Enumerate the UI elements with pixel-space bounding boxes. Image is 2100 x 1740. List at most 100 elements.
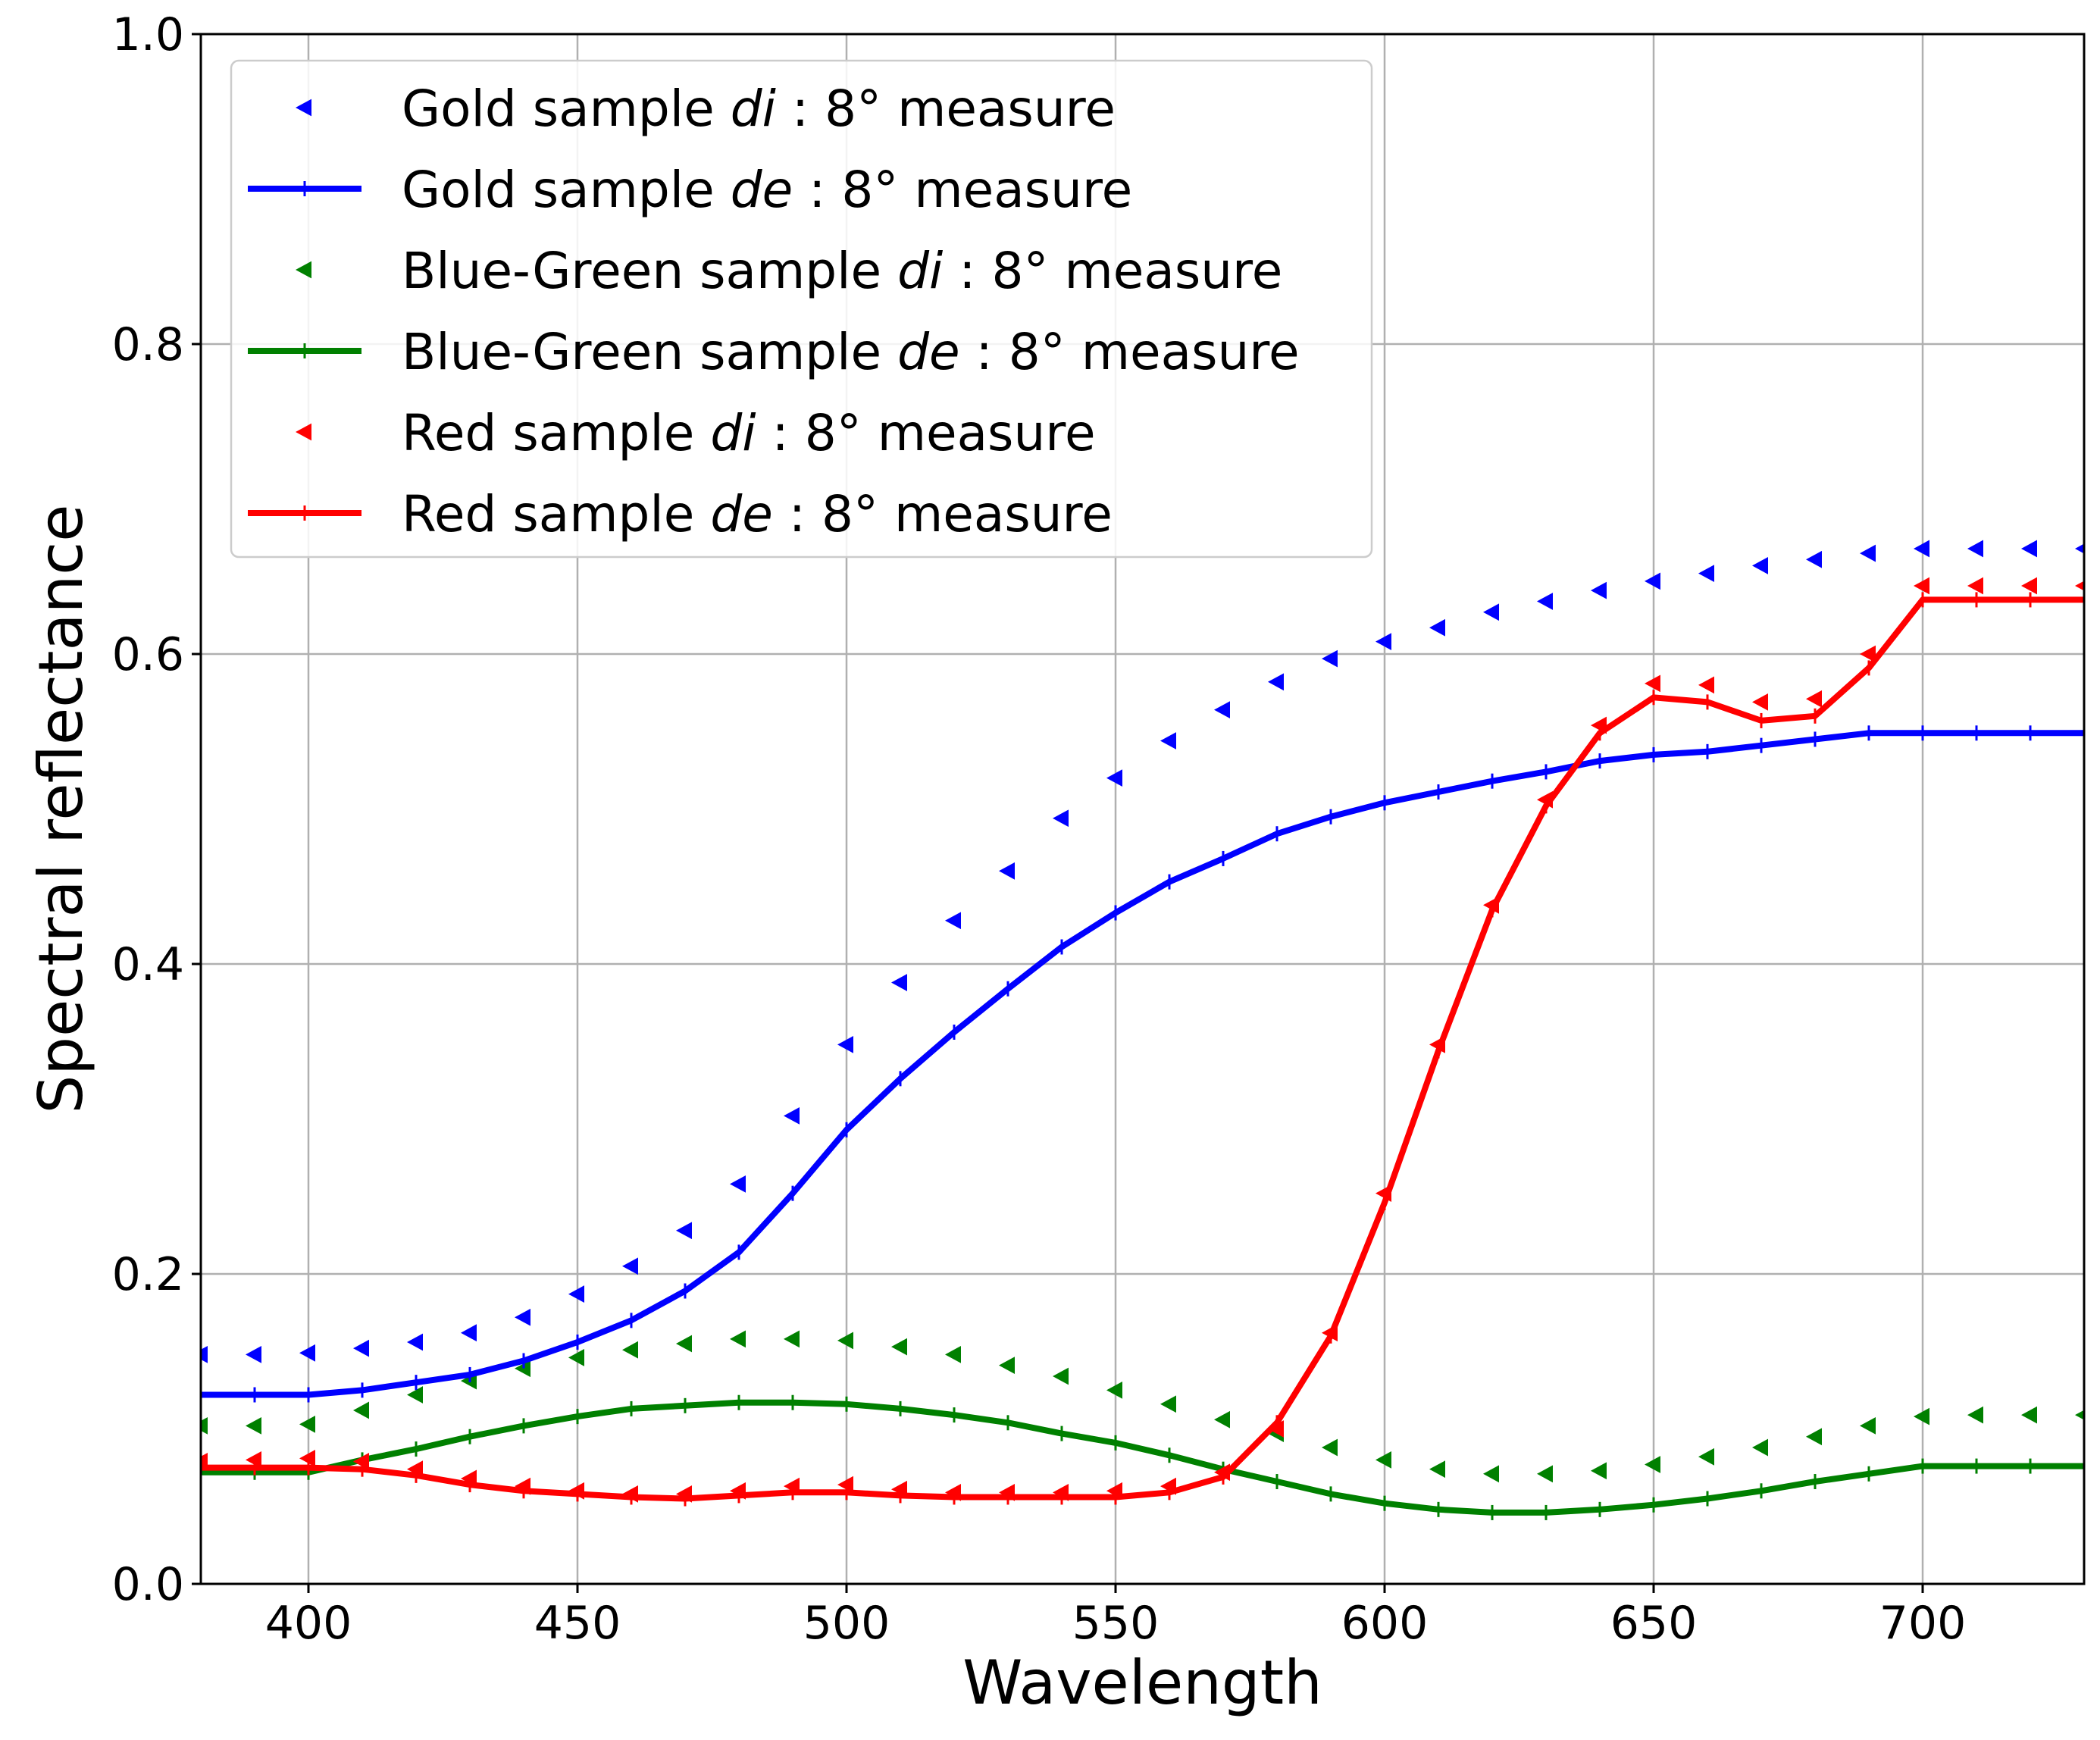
data-point — [1537, 593, 1553, 610]
data-point — [891, 974, 907, 991]
legend-label: Gold sample di : 8° measure — [402, 80, 1116, 138]
data-point — [730, 1330, 746, 1348]
data-point — [891, 1338, 907, 1356]
data-point — [622, 1341, 638, 1359]
legend-label: Blue-Green sample di : 8° measure — [402, 242, 1282, 300]
legend-label-part: de — [897, 323, 960, 381]
x-tick-label: 650 — [1610, 1597, 1698, 1650]
data-point — [201, 1345, 208, 1363]
data-point — [1860, 1417, 1876, 1435]
plot-frame — [199, 33, 2086, 1585]
legend-label: Blue-Green sample de : 8° measure — [402, 323, 1300, 381]
data-point — [1375, 1185, 1391, 1203]
data-point — [1160, 732, 1176, 750]
data-point — [1429, 1460, 1445, 1479]
data-point — [1429, 1035, 1445, 1053]
data-point — [1429, 618, 1445, 637]
data-point — [1967, 1406, 1983, 1424]
legend-label-part: : 8° measure — [756, 404, 1096, 462]
data-point — [2075, 1410, 2084, 1420]
data-point — [1914, 577, 1929, 595]
legend-label-part: : 8° measure — [793, 161, 1132, 219]
data-point — [299, 1449, 315, 1467]
legend-label-part: : 8° measure — [943, 242, 1282, 300]
data-point — [1806, 550, 1822, 568]
data-point — [945, 912, 961, 930]
data-point — [837, 1035, 853, 1053]
x-tick-label: 500 — [803, 1597, 890, 1650]
data-point — [1483, 603, 1499, 621]
data-point — [1537, 790, 1553, 809]
series-1 — [201, 725, 2084, 1403]
legend-label-part: de — [731, 161, 793, 219]
data-point — [353, 1339, 369, 1357]
data-point — [622, 1257, 638, 1275]
data-point — [2021, 540, 2037, 558]
series-line — [201, 730, 2084, 1398]
data-point — [246, 1451, 261, 1469]
legend-label: Gold sample de : 8° measure — [402, 161, 1132, 219]
legend-marker — [296, 423, 311, 441]
data-point — [1375, 633, 1391, 651]
data-point — [1860, 544, 1876, 562]
legend-label-part: di — [731, 80, 777, 138]
data-point — [1967, 540, 1983, 558]
data-point — [676, 1222, 692, 1240]
data-point — [299, 1344, 315, 1362]
data-point — [1752, 693, 1768, 711]
legend-label-part: Red sample — [402, 404, 710, 462]
series-2 — [201, 1330, 2084, 1483]
data-point — [299, 1415, 315, 1433]
data-point — [353, 1401, 369, 1419]
y-tick-label: 0.8 — [112, 318, 184, 371]
data-point — [999, 862, 1015, 880]
data-point — [891, 1480, 907, 1498]
data-point — [2075, 581, 2084, 591]
data-point — [1322, 649, 1338, 668]
data-point — [407, 1333, 423, 1351]
data-point — [1214, 1463, 1230, 1482]
data-point — [1860, 645, 1876, 663]
y-tick-label: 0.2 — [112, 1248, 184, 1301]
series-line — [201, 1399, 2084, 1516]
legend-label-part: Red sample — [402, 485, 710, 543]
data-point — [1106, 1482, 1122, 1500]
data-point — [1483, 1465, 1499, 1483]
data-point — [568, 1349, 584, 1366]
legend-label-part: de — [710, 485, 773, 543]
x-tick-label: 550 — [1072, 1597, 1160, 1650]
data-point — [1914, 1407, 1929, 1425]
data-point — [784, 1107, 800, 1125]
series-3 — [201, 1394, 2084, 1520]
data-point — [246, 1345, 261, 1363]
legend-label-part: : 8° measure — [776, 80, 1116, 138]
legend-label-part: di — [710, 404, 756, 462]
axis-ticks: 400 450 500 550 600 650 700 0.0 0.2 0.4 0.6 0.8 1.0 — [112, 8, 1967, 1650]
data-point — [676, 1485, 692, 1503]
data-point — [784, 1330, 800, 1348]
x-axis-title: Wavelength — [962, 1648, 1322, 1718]
data-point — [1053, 1483, 1069, 1501]
y-axis-title: Spectral reflectance — [26, 505, 96, 1114]
data-point — [837, 1332, 853, 1350]
data-point — [1053, 1367, 1069, 1385]
data-point — [1591, 716, 1607, 734]
data-point — [1752, 557, 1768, 574]
data-point — [1698, 1447, 1714, 1466]
data-point — [1268, 673, 1284, 691]
data-point — [2021, 1406, 2037, 1424]
data-point — [1537, 1465, 1553, 1483]
data-point — [1483, 896, 1499, 914]
data-point — [784, 1477, 800, 1495]
data-point — [1106, 1381, 1122, 1399]
data-point — [1214, 701, 1230, 719]
legend-entry: Blue-Green sample di : 8° measure — [296, 242, 1282, 300]
data-point — [1591, 581, 1607, 599]
data-point — [730, 1175, 746, 1193]
data-point — [407, 1460, 423, 1479]
series-0 — [201, 540, 2084, 1363]
data-point — [201, 1417, 208, 1435]
data-point — [515, 1308, 530, 1326]
data-point — [1160, 1395, 1176, 1413]
